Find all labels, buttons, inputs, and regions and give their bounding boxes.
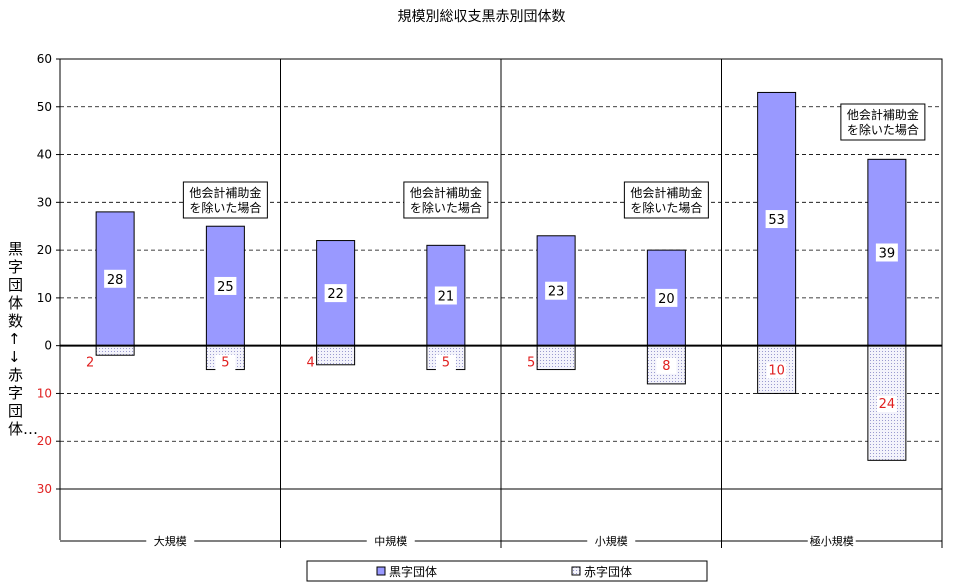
y-axis-label: 黒字団体数↑↓赤字団体… [8, 240, 39, 438]
y-tick-label: 20 [37, 243, 52, 257]
legend-swatch [376, 566, 386, 576]
group-label: 極小規模 [810, 534, 854, 548]
value-label-bg [876, 396, 897, 412]
value-label-black: 22 [327, 287, 344, 302]
group-label-bg [807, 533, 856, 547]
annotation-text: を除いた場合 [630, 200, 702, 215]
value-label-black: 39 [879, 247, 896, 262]
y-tick-label: 0 [44, 339, 52, 353]
value-label-bg [765, 210, 788, 229]
group-label: 小規模 [595, 534, 628, 548]
annotation-text: を除いた場合 [847, 122, 919, 137]
y-tick-label: 30 [37, 482, 52, 496]
group-label-bg [366, 533, 415, 547]
y-tick-label: 60 [37, 52, 52, 66]
legend-swatch [571, 566, 581, 576]
value-label-red: 5 [221, 356, 229, 371]
value-label-bg [655, 288, 678, 307]
value-label-bg [545, 281, 568, 300]
y-tick-label: 10 [37, 386, 52, 400]
value-label-bg [766, 362, 787, 379]
bar-red [95, 345, 135, 356]
value-label-red: 5 [442, 356, 450, 371]
value-label-black: 21 [438, 290, 455, 305]
annotation-box [840, 103, 926, 141]
value-label-red: 8 [662, 359, 670, 374]
annotation-box [182, 181, 268, 219]
value-label-red: 4 [306, 356, 314, 371]
y-tick-label: 10 [37, 291, 52, 305]
y-tick-label: 40 [37, 148, 52, 162]
value-label-red: 24 [879, 397, 896, 412]
value-label-bg [324, 284, 347, 303]
value-label-red: 2 [86, 356, 94, 371]
group-label-bg [146, 533, 195, 547]
value-label-bg [435, 354, 456, 371]
legend-label: 黒字団体 [389, 564, 437, 579]
value-label-bg [875, 243, 898, 262]
value-label-bg [656, 357, 677, 374]
legend-label: 赤字団体 [584, 564, 632, 579]
value-label-red: 10 [768, 364, 785, 379]
value-label-black: 20 [658, 292, 675, 307]
value-label-bg [215, 354, 236, 371]
value-label-black: 28 [107, 273, 124, 288]
chart-title: 規模別総収支黒赤別団体数 [397, 9, 566, 25]
value-label-bg [104, 269, 127, 288]
bar-red [867, 345, 907, 461]
value-label-black: 25 [217, 280, 234, 295]
value-label-bg [434, 286, 457, 305]
annotation-text: を除いた場合 [410, 200, 482, 215]
group-label: 中規模 [374, 534, 407, 548]
annotation-box [623, 181, 709, 219]
value-label-bg [214, 276, 237, 295]
y-tick-label: 50 [37, 100, 52, 114]
value-label-red: 5 [527, 356, 535, 371]
annotation-text: 他会計補助金 [410, 185, 482, 200]
annotation-box [403, 181, 489, 219]
bar-red [536, 345, 576, 371]
annotation-text: を除いた場合 [189, 200, 261, 215]
value-label-black: 53 [768, 213, 785, 228]
group-label-bg [587, 533, 636, 547]
annotation-text: 他会計補助金 [630, 185, 702, 200]
y-tick-label: 20 [37, 434, 52, 448]
annotation-text: 他会計補助金 [847, 107, 919, 122]
bar-red [316, 345, 356, 366]
legend [306, 560, 708, 582]
y-tick-label: 30 [37, 195, 52, 209]
annotation-text: 他会計補助金 [189, 185, 261, 200]
value-label-black: 23 [548, 285, 565, 300]
group-label: 大規模 [154, 534, 187, 548]
